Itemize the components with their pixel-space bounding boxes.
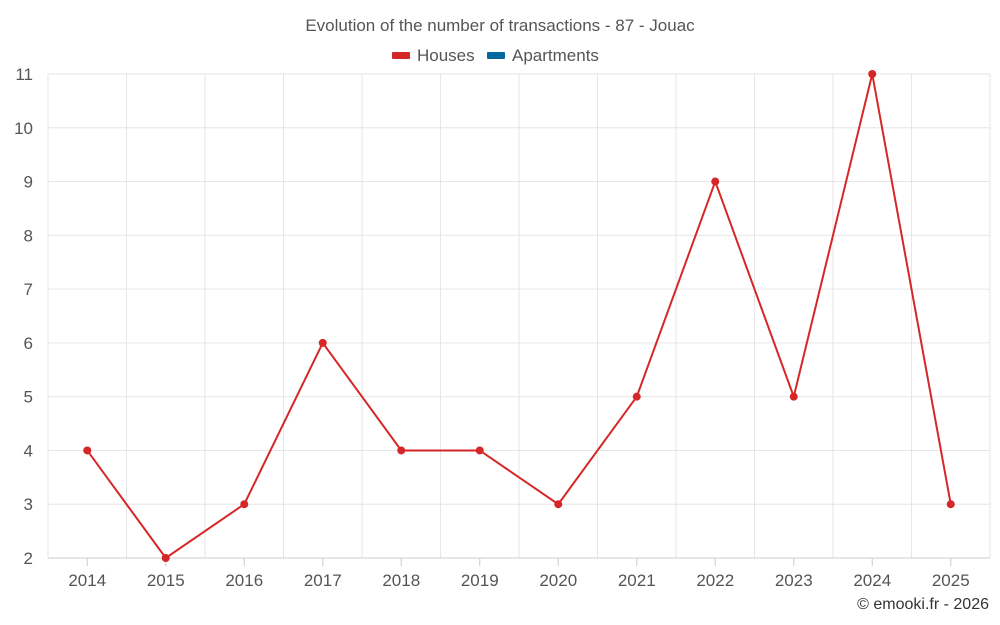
data-point-houses-2018[interactable]: [397, 446, 406, 455]
y-tick-label: 2: [24, 549, 33, 568]
data-point-houses-2020[interactable]: [554, 500, 563, 509]
y-tick-label: 4: [24, 441, 33, 460]
series: [83, 70, 955, 562]
x-tick-label-2014: 2014: [68, 571, 106, 590]
y-tick-label: 10: [14, 119, 33, 138]
data-point-houses-2019[interactable]: [475, 446, 484, 455]
grid: [47, 73, 991, 558]
data-point-houses-2022[interactable]: [711, 177, 720, 186]
series-line-houses: [86, 73, 952, 560]
x-tick-label-2020: 2020: [539, 571, 577, 590]
x-tick-label-2019: 2019: [461, 571, 499, 590]
chart-title: Evolution of the number of transactions …: [305, 16, 695, 35]
axes: 2 3 4 5 6 7 8 9 10 11 2014 2015 2016 2017 2018 2019 2020…: [14, 65, 990, 590]
x-tick-label-2016: 2016: [225, 571, 263, 590]
x-tick-label-2025: 2025: [932, 571, 970, 590]
x-tick-label-2024: 2024: [853, 571, 891, 590]
legend-swatch-apartments: [487, 52, 505, 59]
data-point-houses-2025[interactable]: [946, 500, 955, 509]
data-point-houses-2016[interactable]: [240, 500, 249, 509]
y-tick-label: 9: [24, 173, 33, 192]
credit-text[interactable]: © emooki.fr - 2026: [857, 596, 989, 613]
data-point-houses-2015[interactable]: [161, 554, 170, 562]
x-tick-label-2021: 2021: [618, 571, 656, 590]
x-tick-label-2018: 2018: [382, 571, 420, 590]
legend-label-houses: Houses: [417, 46, 475, 65]
data-point-houses-2014[interactable]: [83, 446, 92, 455]
legend-swatch-houses: [392, 52, 410, 59]
data-point-houses-2023[interactable]: [789, 392, 798, 401]
x-tick-label-2015: 2015: [147, 571, 185, 590]
x-tick-label-2022: 2022: [696, 571, 734, 590]
y-tick-label: 7: [24, 280, 33, 299]
legend: Houses Apartments: [392, 46, 599, 65]
data-point-houses-2021[interactable]: [632, 392, 641, 401]
legend-label-apartments: Apartments: [512, 46, 599, 65]
y-tick-label: 8: [24, 226, 33, 245]
data-point-houses-2024[interactable]: [868, 70, 877, 78]
legend-item-houses[interactable]: Houses: [392, 46, 475, 65]
x-tick-label-2023: 2023: [775, 571, 813, 590]
y-tick-label: 11: [15, 65, 33, 84]
x-tick-label-2017: 2017: [304, 571, 342, 590]
y-tick-label: 6: [24, 334, 33, 353]
data-point-houses-2017[interactable]: [318, 338, 327, 347]
legend-item-apartments[interactable]: Apartments: [487, 46, 599, 65]
y-tick-label: 3: [24, 495, 33, 514]
y-tick-label: 5: [24, 388, 33, 407]
